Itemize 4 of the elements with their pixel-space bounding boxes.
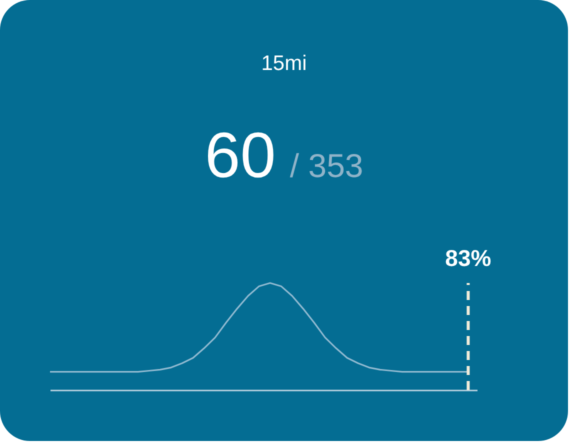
- chart-subtitle: 60: [204, 119, 276, 191]
- text: 83%: [445, 245, 492, 271]
- text: / 353: [290, 147, 364, 184]
- chart-title: 15mi: [260, 52, 308, 76]
